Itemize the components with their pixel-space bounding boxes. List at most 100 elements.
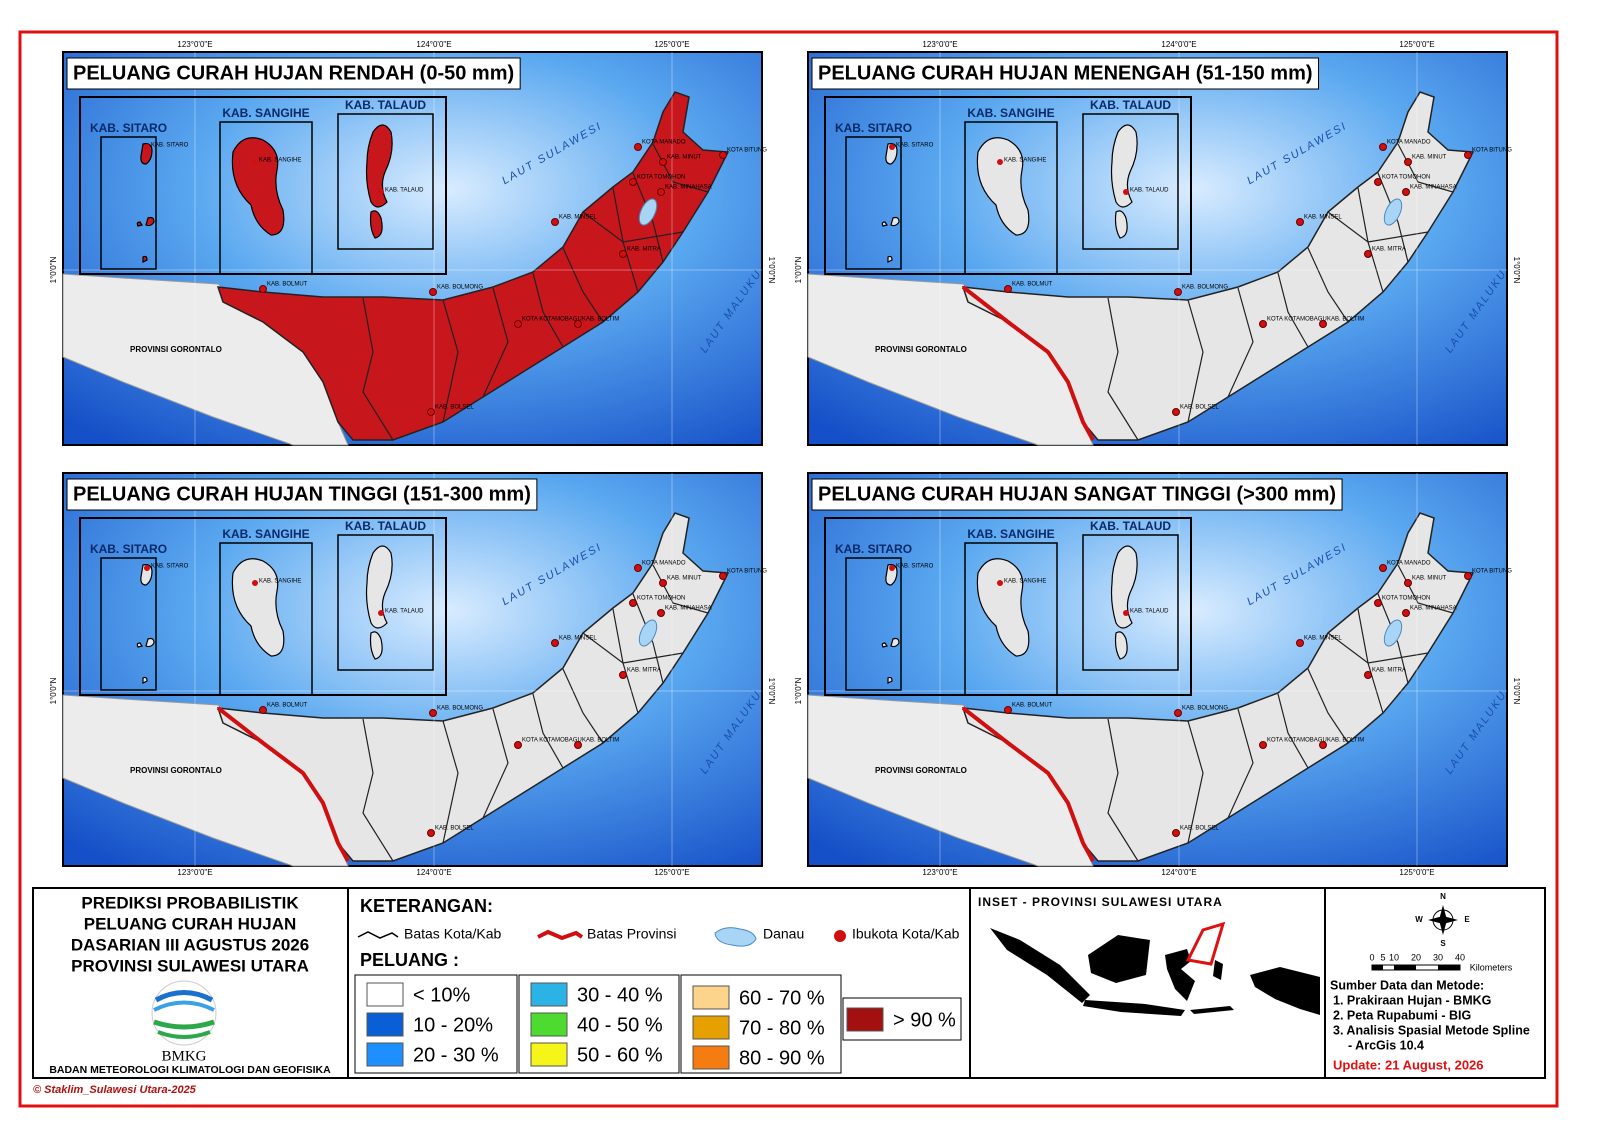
class-swatch <box>366 1012 404 1037</box>
logo-arc <box>154 990 214 1003</box>
capital <box>1374 178 1382 186</box>
class-swatch <box>530 982 568 1007</box>
place-label: KAB. BOLMUT <box>1012 703 1053 709</box>
district-boundary <box>1307 668 1349 744</box>
place-label: KAB. SITARO <box>151 564 189 570</box>
capital <box>252 159 258 165</box>
place-label: KAB. MINUT <box>1412 576 1447 582</box>
district-boundary <box>1397 143 1454 193</box>
province-land <box>961 91 1475 441</box>
map-panels: KAB. BOLMUT KAB. BOLMONG KOTA KOTAMOBAGU KA… <box>49 40 1521 877</box>
inset-heading: KAB. TALAUD <box>1090 519 1171 533</box>
capital <box>1123 189 1129 195</box>
place-label: KOTA MANADO <box>1387 140 1431 146</box>
capital <box>889 144 895 150</box>
lon-label: 124°0'0"E <box>416 40 451 49</box>
lake <box>1383 619 1403 647</box>
place-label: KAB. MINAHASA <box>665 185 712 191</box>
place-label: KOTA MANADO <box>1387 561 1431 567</box>
bmkg-logo <box>151 980 217 1046</box>
place-label: KOTA KOTAMOBAGU <box>522 317 582 323</box>
capital <box>259 706 267 714</box>
place-label: KOTA BITUNG <box>1472 569 1512 575</box>
place-label: KAB. MINUT <box>1412 155 1447 161</box>
capital <box>1379 143 1387 151</box>
island <box>231 137 285 236</box>
title-line: PREDIKSI PROBABILISTIK <box>81 893 299 912</box>
compass-star <box>1428 905 1458 935</box>
copyright: © Staklim_Sulawesi Utara-2025 <box>33 1084 197 1096</box>
papua <box>1250 967 1320 1015</box>
class-label: 40 - 50 % <box>577 1014 663 1036</box>
class-swatch <box>846 1007 884 1032</box>
capital <box>1259 741 1267 749</box>
capital <box>1464 151 1472 159</box>
capital <box>429 709 437 717</box>
class-swatch <box>366 1042 404 1067</box>
sulut-highlight <box>1185 921 1226 966</box>
inset-box <box>219 121 313 275</box>
district-boundary <box>1227 287 1254 398</box>
capital <box>1319 741 1327 749</box>
compass: N E S W <box>1415 892 1470 948</box>
capital <box>1374 599 1382 607</box>
capital <box>619 671 627 679</box>
scale-unit: Kilometers <box>1470 962 1513 972</box>
inset-heading: KAB. SANGIHE <box>222 527 309 541</box>
island <box>365 124 393 239</box>
province-label: PROVINSI GORONTALO <box>130 345 222 354</box>
capital <box>1464 572 1472 580</box>
legend-item: Danau <box>763 926 804 942</box>
place-label: KAB. MINSEL <box>559 215 597 221</box>
capital <box>1296 639 1304 647</box>
capital <box>1004 706 1012 714</box>
capital <box>427 408 435 416</box>
class-label: 30 - 40 % <box>577 984 663 1006</box>
district-boundary <box>582 632 684 664</box>
place-label: KOTA TOMOHON <box>637 596 685 602</box>
capital <box>629 178 637 186</box>
peluang-heading: PELUANG : <box>360 950 459 970</box>
nusa-tenggara <box>1190 1006 1234 1014</box>
source-line: 3. Analisis Spasial Metode Spline <box>1333 1023 1530 1037</box>
indonesia-map <box>990 928 1320 1016</box>
capital <box>551 218 559 226</box>
province-land <box>961 512 1475 862</box>
province-boundary <box>216 706 350 862</box>
class-label: 20 - 30 % <box>413 1044 499 1066</box>
place-label: KAB. BOLMONG <box>437 706 483 712</box>
title-box <box>66 478 538 511</box>
lat-label: 1°0'0"N <box>767 678 776 705</box>
lake <box>1383 198 1403 226</box>
island <box>881 143 900 263</box>
lon-label: 125°0'0"E <box>1399 868 1434 877</box>
compass-label: S <box>1440 939 1446 948</box>
map-title: PELUANG CURAH HUJAN RENDAH (0-50 mm) <box>73 62 514 84</box>
legend-classes: < 10% 10 - 20% 20 - 30 % 30 - 40 % 40 - 50 %… <box>354 974 962 1074</box>
scale-segment <box>1394 965 1416 970</box>
inset-box <box>337 113 434 250</box>
capital <box>1379 564 1387 572</box>
district-boundary <box>632 172 664 263</box>
lon-label: 124°0'0"E <box>416 868 451 877</box>
place-label: KAB. BOLSEL <box>435 405 474 411</box>
place-label: KAB. BOLSEL <box>1180 405 1219 411</box>
scale-label: 30 <box>1433 952 1443 962</box>
capital <box>1364 671 1372 679</box>
lon-label: 125°0'0"E <box>1399 40 1434 49</box>
update: Update: 21 August, 2026 <box>1333 1057 1484 1072</box>
place-label: KOTA TOMOHON <box>637 175 685 181</box>
inset-box <box>964 121 1058 275</box>
place-label: KAB. SITARO <box>151 143 189 149</box>
place-label: KAB. BOLMUT <box>1012 282 1053 288</box>
class-label: 50 - 60 % <box>577 1044 663 1066</box>
logo-arc <box>153 1019 215 1030</box>
place-label: KAB. SANGIHE <box>1004 579 1046 585</box>
place-label: KAB. MITRA <box>627 668 661 674</box>
inset-heading: KAB. SANGIHE <box>222 106 309 120</box>
place-label: KOTA TOMOHON <box>1382 175 1430 181</box>
logo-text: BMKG <box>161 1048 206 1064</box>
